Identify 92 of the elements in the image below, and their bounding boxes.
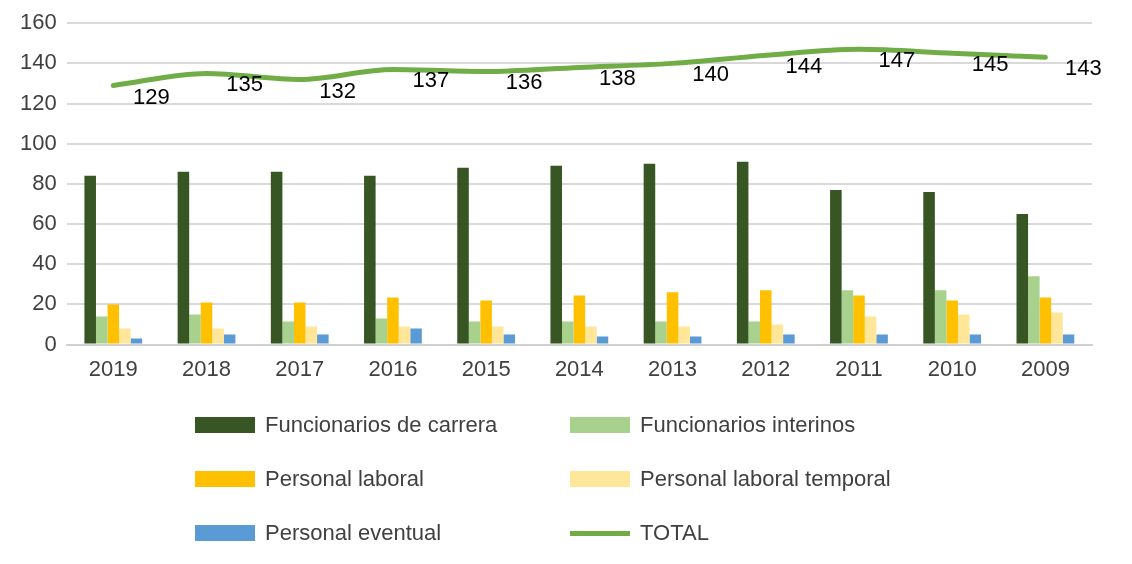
bar — [748, 321, 760, 344]
bar — [398, 326, 411, 344]
bar — [1039, 297, 1052, 344]
bar — [596, 336, 609, 344]
bar — [468, 321, 481, 344]
legend-label: Funcionarios de carrera — [265, 412, 498, 438]
bar — [387, 297, 399, 344]
bar — [783, 334, 795, 344]
y-tick-label: 120 — [19, 89, 57, 115]
bar — [666, 292, 679, 344]
y-tick-label: 0 — [44, 330, 57, 356]
bar — [876, 334, 888, 344]
bar — [585, 326, 597, 344]
data-label: 145 — [971, 51, 1009, 77]
bar — [678, 326, 690, 344]
y-tick-label: 80 — [32, 169, 57, 195]
bar — [480, 300, 492, 344]
bar — [503, 334, 516, 344]
bar — [550, 165, 563, 344]
x-tick-label: 2015 — [461, 355, 511, 381]
y-tick-label: 140 — [19, 49, 57, 75]
bar — [923, 191, 935, 344]
y-tick-label: 40 — [32, 250, 57, 276]
bar — [107, 304, 120, 344]
legend-label: Personal laboral temporal — [640, 466, 891, 492]
bar — [643, 163, 656, 344]
bar — [1062, 334, 1075, 344]
x-tick-label: 2019 — [88, 355, 138, 381]
bar — [841, 290, 854, 344]
y-tick-label: 100 — [19, 129, 57, 155]
data-label: 138 — [598, 65, 636, 91]
bar — [1028, 276, 1040, 344]
legend-label: Funcionarios interinos — [640, 412, 856, 438]
x-tick-label: 2013 — [648, 355, 698, 381]
bar — [375, 318, 388, 344]
data-label: 132 — [319, 77, 357, 103]
bar — [305, 326, 318, 344]
y-tick-label: 160 — [19, 9, 57, 35]
x-tick-label: 2012 — [741, 355, 791, 381]
bar — [282, 321, 294, 344]
bar — [317, 334, 329, 344]
bar — [771, 324, 784, 344]
bar — [189, 314, 201, 344]
bar — [736, 161, 749, 344]
bar — [573, 295, 586, 344]
data-label: 144 — [785, 53, 823, 79]
bar — [957, 314, 970, 344]
bar — [95, 316, 108, 344]
x-tick-label: 2009 — [1020, 355, 1070, 381]
data-label: 129 — [132, 83, 170, 109]
data-label: 136 — [505, 69, 543, 95]
legend-label: TOTAL — [640, 520, 709, 546]
data-label: 147 — [878, 47, 916, 73]
bar — [491, 326, 504, 344]
bar — [410, 328, 422, 344]
x-tick-label: 2018 — [182, 355, 231, 381]
y-tick-label: 60 — [32, 210, 57, 236]
bar — [212, 328, 224, 344]
bar — [934, 290, 947, 344]
bar — [969, 334, 982, 344]
bar — [270, 171, 283, 344]
y-tick-label: 20 — [32, 290, 57, 316]
bar — [655, 321, 667, 344]
bar — [1051, 312, 1063, 344]
bar — [864, 316, 877, 344]
bar — [689, 336, 702, 344]
bar — [130, 338, 143, 344]
data-label: 135 — [226, 71, 263, 97]
bar — [457, 167, 469, 344]
bar — [562, 321, 574, 344]
data-label: 137 — [412, 67, 450, 93]
x-tick-label: 2011 — [835, 355, 883, 381]
bar — [177, 171, 190, 344]
data-label: 140 — [692, 61, 729, 87]
bar — [84, 175, 96, 344]
bar — [946, 300, 958, 344]
x-tick-label: 2014 — [554, 355, 604, 381]
bar — [759, 290, 772, 344]
bar — [223, 334, 236, 344]
bar — [1016, 214, 1029, 344]
bar — [119, 328, 131, 344]
x-tick-label: 2016 — [368, 355, 418, 381]
bar — [830, 189, 842, 344]
x-tick-label: 2010 — [927, 355, 977, 381]
bar — [364, 175, 376, 344]
bar — [853, 295, 865, 344]
bar — [293, 302, 306, 344]
legend-label: Personal laboral — [265, 466, 424, 492]
legend-label: Personal eventual — [265, 520, 442, 546]
bar — [200, 302, 213, 344]
x-tick-label: 2017 — [275, 355, 325, 381]
data-label: 143 — [1065, 55, 1102, 81]
